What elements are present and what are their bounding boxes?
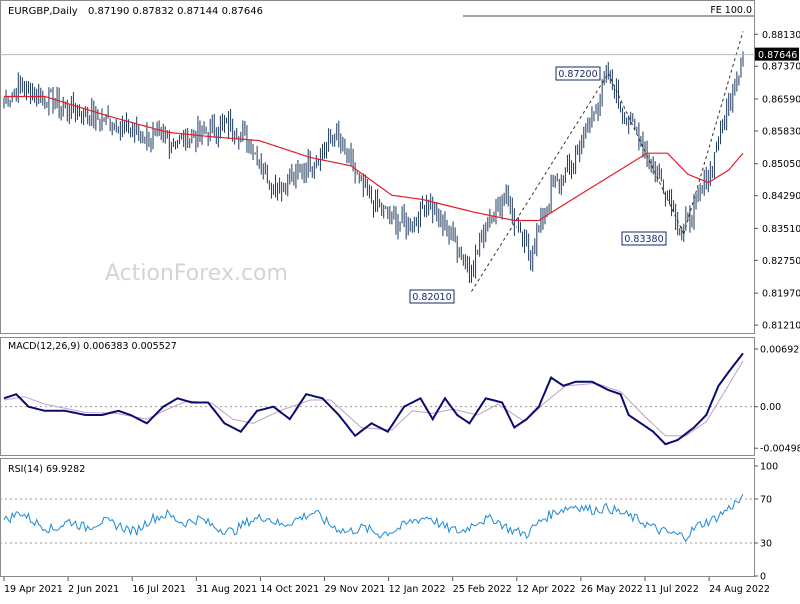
rsi-axis: 100 70 30 0	[754, 462, 778, 583]
moving-average-line	[4, 95, 744, 222]
annotation-label: 0.83380	[624, 234, 663, 245]
date-tick-label: 26 May 2022	[581, 584, 643, 595]
price-tick-label: 0.82750	[762, 256, 800, 267]
price-panel-frame	[0, 0, 755, 334]
price-tick-label: 0.88130	[762, 30, 800, 41]
rsi-lines	[3, 494, 744, 543]
rsi-tick-label: 70	[760, 495, 772, 506]
date-axis: 19 Apr 2021 2 Jun 2021 16 Jul 2021 31 Aug 2…	[3, 577, 770, 595]
annotation-label: 0.82010	[412, 292, 451, 303]
date-tick-label: 19 Apr 2021	[4, 584, 63, 595]
macd-main-line	[3, 352, 744, 446]
watermark-text: ActionForex.com	[105, 261, 288, 286]
price-tick-label: 0.86590	[762, 95, 800, 106]
price-tick-label: 0.87370	[762, 62, 800, 73]
date-tick-label: 12 Jan 2022	[389, 584, 446, 595]
price-annotations: 0.82010 0.87200 0.83380	[409, 66, 667, 304]
macd-tick-label: -0.004987	[760, 444, 800, 455]
date-tick-label: 12 Apr 2022	[517, 584, 576, 595]
rsi-tick-label: 30	[760, 539, 772, 550]
rsi-line	[3, 494, 744, 543]
projection-dash-fe	[683, 31, 744, 235]
price-axis: 0.88130 0.87370 0.86590 0.85830 0.85050 0.842…	[0, 30, 800, 332]
price-tick-label: 0.83510	[762, 224, 800, 235]
price-tick-label: 0.81210	[762, 321, 800, 332]
rsi-panel-frame	[0, 458, 755, 577]
rsi-grid	[0, 498, 754, 544]
current-price-label: 0.87646	[758, 50, 797, 61]
date-tick-label: 14 Oct 2021	[260, 584, 319, 595]
annotation-box	[409, 289, 455, 304]
ohlc-values: 0.87190 0.87832 0.87144 0.87646	[88, 6, 263, 17]
macd-title: MACD(12,26,9) 0.006383 0.005527	[8, 341, 177, 352]
current-price-box	[755, 47, 799, 61]
price-tick-label: 0.85050	[762, 159, 800, 170]
macd-axis: 0.006925 0.00 -0.004987	[754, 344, 800, 455]
price-tick-label: 0.85830	[762, 126, 800, 137]
date-tick-label: 29 Nov 2021	[325, 584, 386, 595]
fe-label: FE 100.0	[710, 5, 752, 16]
annotation-box	[555, 66, 601, 81]
date-tick-label: 25 Feb 2022	[453, 584, 512, 595]
macd-tick-label: 0.00	[760, 402, 781, 413]
rsi-tick-label: 100	[760, 462, 778, 473]
annotation-label: 0.87200	[558, 69, 597, 80]
macd-panel-frame	[0, 337, 755, 456]
projection-dash-up	[471, 73, 609, 292]
macd-tick-label: 0.006925	[760, 344, 800, 355]
date-tick-label: 16 Jul 2021	[132, 584, 186, 595]
date-tick-label: 24 Aug 2022	[709, 584, 770, 595]
price-tick-label: 0.84290	[762, 191, 800, 202]
price-tick-label: 0.81970	[762, 289, 800, 300]
rsi-title: RSI(14) 69.9282	[8, 464, 85, 475]
symbol-label: EURGBP,Daily	[8, 6, 78, 17]
annotation-box	[621, 231, 667, 246]
date-tick-label: 11 Jul 2022	[645, 584, 699, 595]
projection-lines	[471, 31, 744, 292]
moving-average	[4, 95, 744, 222]
date-tick-label: 31 Aug 2021	[196, 584, 257, 595]
price-bars	[3, 51, 744, 284]
macd-signal-line	[3, 360, 744, 437]
macd-lines	[3, 352, 744, 446]
date-tick-label: 2 Jun 2021	[68, 584, 119, 595]
rsi-tick-label: 0	[760, 572, 766, 583]
